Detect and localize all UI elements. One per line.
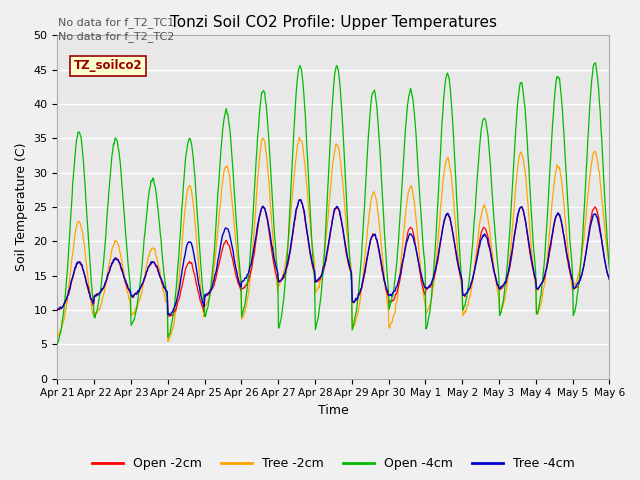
Title: Tonzi Soil CO2 Profile: Upper Temperatures: Tonzi Soil CO2 Profile: Upper Temperatur… xyxy=(170,15,497,30)
Legend: Open -2cm, Tree -2cm, Open -4cm, Tree -4cm: Open -2cm, Tree -2cm, Open -4cm, Tree -4… xyxy=(87,453,580,476)
Text: No data for f_T2_TC1: No data for f_T2_TC1 xyxy=(58,17,174,28)
Text: TZ_soilco2: TZ_soilco2 xyxy=(74,60,143,72)
Y-axis label: Soil Temperature (C): Soil Temperature (C) xyxy=(15,143,28,271)
X-axis label: Time: Time xyxy=(318,404,349,417)
Text: No data for f_T2_TC2: No data for f_T2_TC2 xyxy=(58,31,174,42)
